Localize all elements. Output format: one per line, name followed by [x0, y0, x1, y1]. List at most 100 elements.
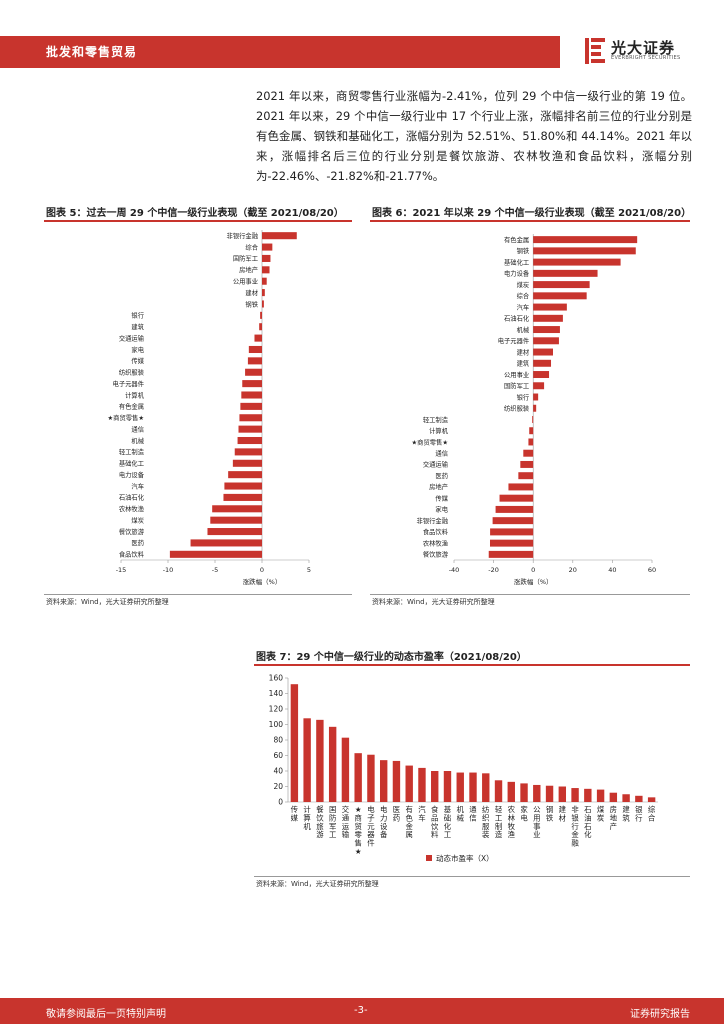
logo-subtitle: EVERBRIGHT SECURITIES [611, 55, 681, 61]
fig6-x-tick-label: 0 [531, 566, 535, 574]
fig5-category-label: 家电 [131, 345, 144, 354]
fig6-category-label: 交通运输 [423, 460, 449, 469]
fig6-category-label: 国防军工 [504, 381, 529, 390]
fig5-bar [228, 471, 262, 479]
fig5-category-label: 轻工制造 [119, 447, 145, 456]
fig7-legend-label: 动态市盈率（X） [436, 853, 494, 863]
fig5-bar [248, 345, 262, 354]
fig7-y-tick-label: 140 [269, 689, 284, 698]
fig5-bar [259, 323, 262, 331]
fig7-y-tick-label: 160 [269, 674, 284, 683]
company-logo: 光大证券 EVERBRIGHT SECURITIES [585, 36, 695, 70]
fig6-bar [499, 494, 534, 502]
fig5-bar [212, 505, 262, 513]
fig5-bar [224, 482, 262, 490]
fig5-bar [245, 368, 262, 376]
fig5-category-label: 非银行金融 [227, 231, 259, 240]
fig5-category-label: 电力设备 [119, 470, 145, 479]
fig5-category-label: 汽车 [131, 481, 144, 490]
fig6-category-label: 基础化工 [504, 257, 529, 266]
fig5-category-label: 交通运输 [119, 333, 145, 342]
fig6-bar [518, 472, 534, 480]
fig6-category-label: 纺织服装 [504, 404, 530, 413]
fig5-category-label: 餐饮旅游 [119, 527, 145, 536]
fig6-category-label: 建筑 [517, 359, 530, 368]
fig6-category-label: 非银行金融 [417, 516, 449, 525]
fig6-bar [532, 415, 534, 423]
fig6-category-label: 轻工制造 [423, 415, 449, 424]
fig5-bar [247, 357, 262, 365]
fig7-bar [520, 783, 528, 802]
fig5-x-tick-label: 5 [307, 566, 311, 574]
fig7-category-label: 石油石化 [584, 805, 592, 839]
fig5-category-label: 计算机 [125, 390, 145, 399]
fig6-x-tick-label: -40 [449, 566, 460, 574]
fig6-category-label: 机械 [517, 325, 530, 334]
fig6-x-axis-title: 涨跌幅（%） [514, 577, 553, 586]
logo-name: 光大证券 [611, 39, 676, 57]
fig6-source: 资料来源：Wind，光大证券研究所整理 [372, 598, 495, 606]
fig7-category-label: 综合 [648, 805, 656, 822]
fig7-y-tick-label: 20 [273, 782, 283, 791]
footer-disclaimer: 敬请参阅最后一页特别声明 [46, 1009, 166, 1020]
fig7-bar [482, 773, 490, 802]
fig6-title-rule [370, 220, 690, 222]
fig6-category-label: 银行 [517, 392, 530, 401]
intro-paragraph: 2021 年以来，商贸零售行业涨幅为-2.41%，位列 29 个中信一级行业的第… [256, 89, 692, 183]
fig7-bar [545, 785, 554, 802]
fig6-category-label: 计算机 [429, 426, 449, 435]
fig7-category-label: 建材 [559, 805, 567, 822]
footer-report-type: 证券研究报告 [630, 1009, 690, 1020]
fig6-category-label: 电子元器件 [498, 336, 529, 345]
fig7-category-label: ★商贸零售★ [354, 805, 362, 856]
fig7-category-label: 餐饮旅游 [316, 805, 324, 839]
fig6-category-label: 通信 [435, 449, 448, 458]
fig6-bar [533, 371, 550, 379]
fig7-source: 资料来源：Wind，光大证券研究所整理 [256, 880, 379, 888]
fig5-bar [262, 254, 271, 262]
fig6-bar [520, 460, 534, 468]
fig6-bar [490, 528, 534, 536]
header-band [0, 36, 560, 68]
fig6-bar [488, 550, 534, 558]
fig6-bar [533, 337, 559, 345]
fig6-category-label: 煤炭 [517, 280, 530, 289]
fig7-bar [494, 780, 503, 802]
fig6-category-label: 传媒 [435, 493, 448, 502]
fig5-bar [262, 243, 273, 251]
fig5-bar [238, 425, 262, 433]
fig6-category-label: 餐饮旅游 [423, 550, 449, 559]
fig7-category-label: 国防军工 [329, 805, 337, 839]
fig5-category-label: 农林牧渔 [119, 504, 144, 513]
fig7-category-label: 电力设备 [380, 805, 388, 839]
fig7-category-label: 基础化工 [444, 805, 452, 839]
fig7-legend-swatch [426, 855, 432, 861]
fig5-bar [210, 516, 262, 524]
fig7-category-label: 煤炭 [597, 805, 605, 822]
fig5-bar [237, 436, 262, 445]
fig5-x-tick-label: 0 [260, 566, 264, 574]
fig5-bar [234, 448, 262, 456]
fig5-category-label: 基础化工 [119, 459, 144, 468]
fig6-x-tick-label: 60 [648, 566, 656, 574]
fig5-category-label: 电子元器件 [113, 379, 144, 388]
fig7-bar [328, 726, 337, 802]
fig5-category-label: 房地产 [239, 265, 258, 274]
fig6-bar [533, 269, 598, 277]
fig6-title: 图表 6：2021 年以来 29 个中信一级行业表现（截至 2021/08/20… [372, 208, 692, 219]
fig6-chart: 有色金属钢铁基础化工电力设备煤炭综合汽车石油石化机械电子元器件建材建筑公用事业国… [412, 234, 656, 586]
fig7-category-label: 传媒 [291, 805, 299, 822]
fig6-bar [489, 539, 534, 547]
fig5-bar [260, 311, 262, 319]
fig7-category-label: 银行 [635, 805, 643, 822]
fig7-bar [443, 771, 452, 802]
fig6-category-label: 建材 [517, 347, 530, 356]
fig6-category-label: 汽车 [517, 302, 530, 311]
fig6-category-label: 房地产 [429, 482, 448, 491]
fig5-bar [241, 391, 262, 399]
fig5-x-axis-title: 涨跌幅（%） [243, 577, 282, 586]
fig5-category-label: 钢铁 [245, 299, 258, 308]
fig6-category-label: 家电 [435, 505, 448, 514]
fig7-category-label: 非银行金融 [571, 805, 579, 848]
fig5-category-label: 建筑 [131, 322, 144, 331]
